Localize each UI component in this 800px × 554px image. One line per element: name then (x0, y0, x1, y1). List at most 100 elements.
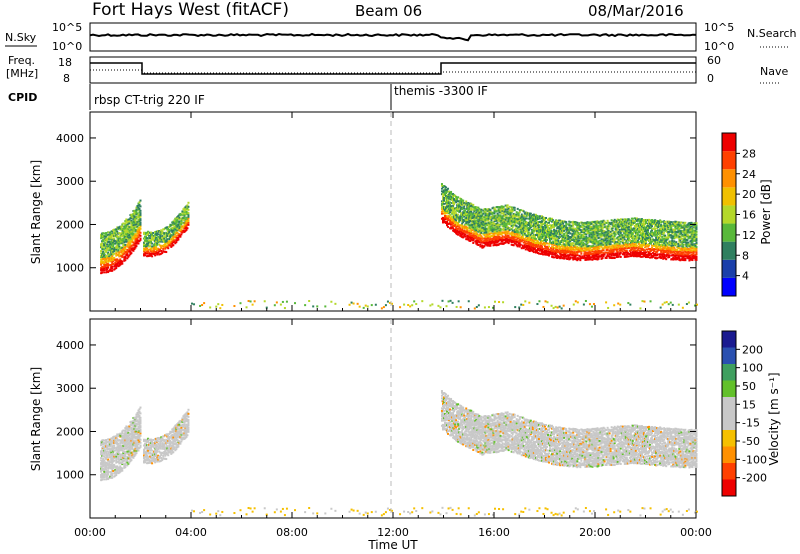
power-cell (558, 251, 561, 254)
power-cell (565, 250, 568, 253)
power-cell (668, 240, 671, 243)
power-cell (642, 238, 645, 241)
power-cell (663, 237, 666, 240)
power-cell (518, 232, 521, 235)
power-cell (104, 242, 107, 245)
power-cell (516, 245, 519, 248)
power-cell (659, 248, 662, 251)
power-cell (537, 230, 540, 233)
power-cell (498, 300, 501, 303)
power-cell (522, 210, 525, 213)
power-cell (550, 227, 553, 230)
power-cell (542, 232, 545, 235)
power-cell (600, 238, 603, 241)
power-cell (560, 220, 563, 223)
power-cell (504, 220, 507, 223)
power-cell (597, 255, 600, 258)
power-cell (176, 220, 179, 223)
power-cell (680, 251, 683, 254)
power-cell (170, 229, 173, 232)
power-cell (156, 242, 159, 245)
power-cell (640, 241, 643, 244)
power-cell (501, 221, 504, 224)
power-cell (568, 254, 571, 257)
power-cell (654, 240, 657, 243)
power-cell (557, 256, 560, 259)
power-cell (133, 217, 136, 220)
power-cell (616, 248, 619, 251)
power-cell (480, 237, 483, 240)
power-cell (127, 238, 130, 241)
power-cell (625, 221, 628, 224)
power-cell (575, 237, 578, 240)
power-cell (509, 219, 512, 222)
power-cell (518, 222, 521, 225)
sky-tick-bottom: 10^0 (52, 40, 82, 53)
power-cell (175, 227, 178, 230)
power-cell (179, 222, 182, 225)
power-cell (499, 227, 502, 230)
power-cell (568, 229, 571, 232)
power-cell (488, 235, 491, 238)
power-cell (511, 214, 514, 217)
power-cell (643, 232, 646, 235)
power-cell (103, 267, 106, 270)
power-cell (659, 232, 662, 235)
power-cell (606, 229, 609, 232)
power-cell (659, 238, 662, 241)
power-cell (487, 209, 490, 212)
power-cell (123, 252, 126, 255)
power-cell (166, 228, 169, 231)
power-cell (622, 244, 625, 247)
power-cell (456, 214, 459, 217)
power-cell (185, 219, 188, 222)
power-cell (509, 232, 512, 235)
power-cell (559, 245, 562, 248)
power-cell (675, 227, 678, 230)
power-cell (575, 247, 578, 250)
power-cell (575, 223, 578, 226)
power-cell (630, 254, 633, 257)
power-cell (657, 231, 660, 234)
power-cell (127, 246, 130, 249)
power-cell (653, 242, 656, 245)
power-cell (440, 183, 443, 186)
power-cell (670, 248, 673, 251)
power-cell (551, 217, 554, 220)
power-cell (467, 204, 470, 207)
power-cell (580, 234, 583, 237)
power-cell (155, 233, 158, 236)
power-cell (565, 231, 568, 234)
power-cell (589, 247, 592, 250)
power-cell (135, 209, 138, 212)
power-cell (504, 232, 507, 235)
power-cell (138, 234, 141, 237)
power-cell (665, 224, 668, 227)
power-cell (113, 252, 116, 255)
power-cell (495, 206, 498, 209)
power-cell (617, 244, 620, 247)
power-cell (463, 227, 466, 230)
power-cell (455, 226, 458, 229)
power-cell (175, 217, 178, 220)
power-cell (578, 233, 581, 236)
power-cell (485, 223, 488, 226)
power-cell (553, 244, 556, 247)
power-cell (554, 250, 557, 253)
power-cell (502, 214, 505, 217)
power-cell (473, 237, 476, 240)
power-cell (605, 255, 608, 258)
power-cell (510, 211, 513, 214)
power-cell (148, 252, 151, 255)
power-cell (592, 253, 595, 256)
power-cell (523, 244, 526, 247)
power-cell (505, 205, 508, 208)
power-cell (662, 247, 665, 250)
power-cell (185, 208, 188, 211)
power-cell (569, 228, 572, 231)
power-cell (611, 240, 614, 243)
power-cell (568, 243, 571, 246)
power-cell (448, 202, 451, 205)
power-cell (577, 227, 580, 230)
power-cell (476, 210, 479, 213)
